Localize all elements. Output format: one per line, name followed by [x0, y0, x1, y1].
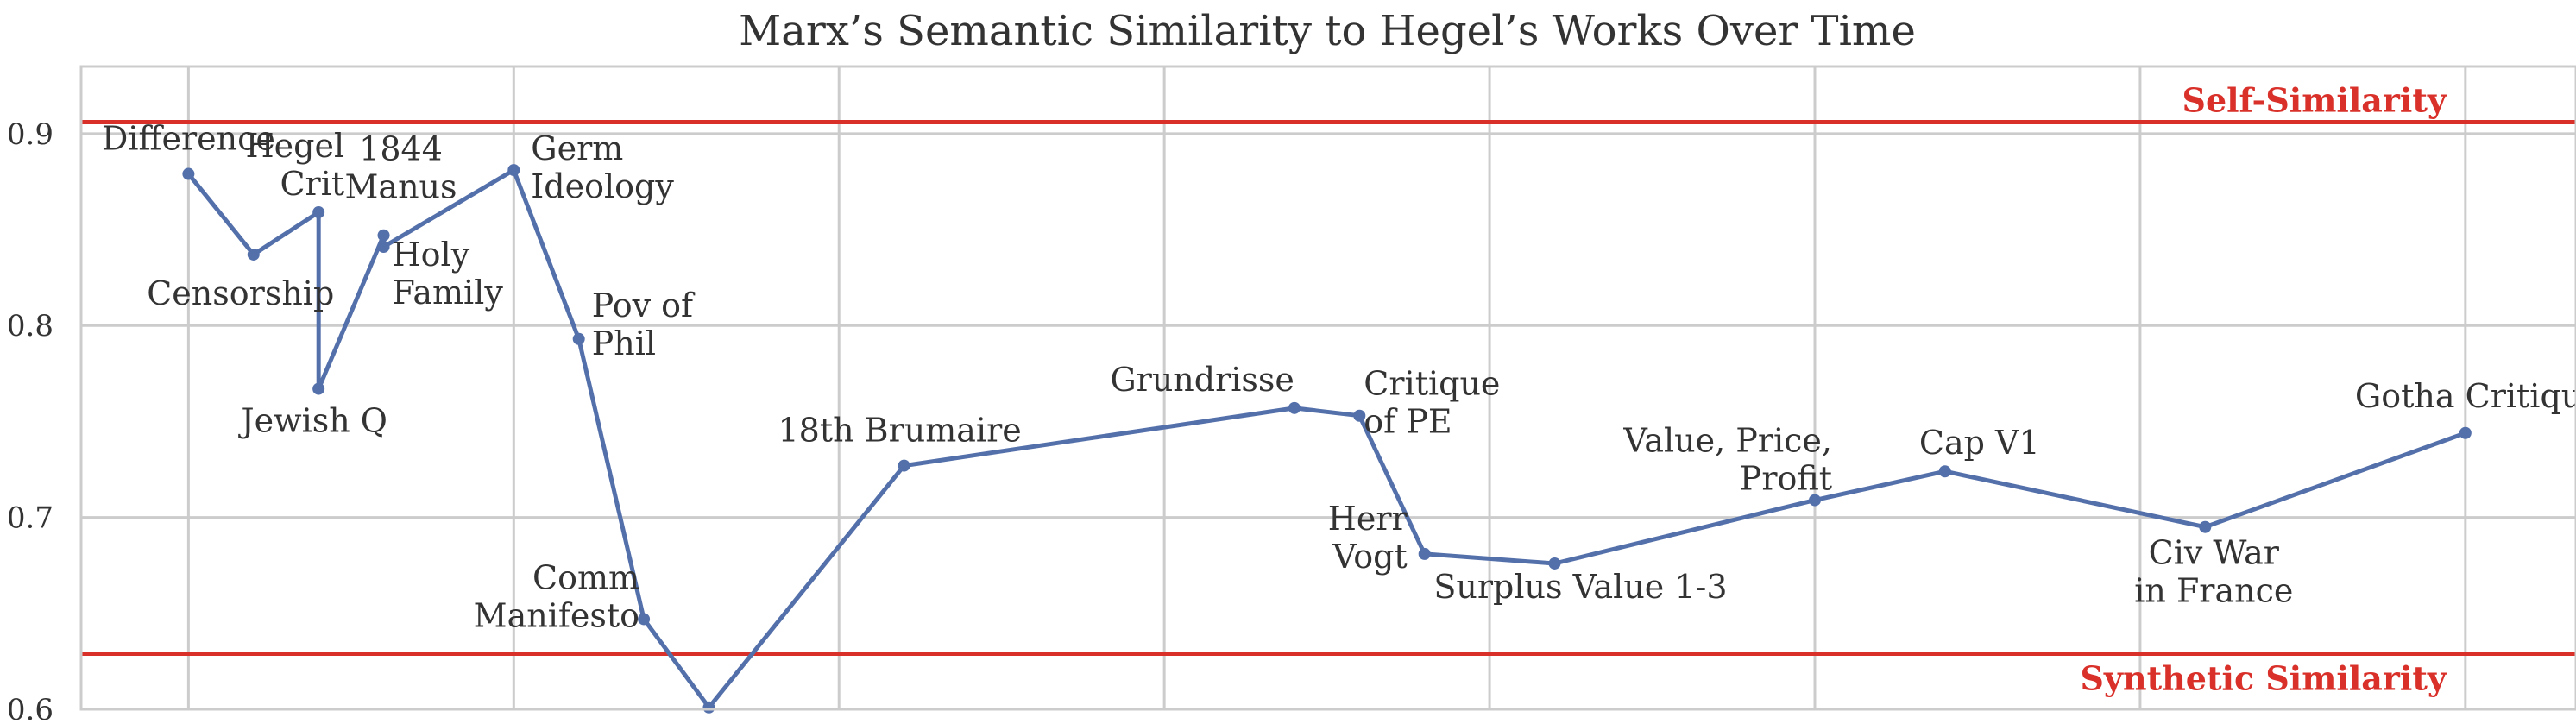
grid	[81, 66, 2576, 711]
y-tick-label: 0.8	[7, 309, 54, 343]
data-point-label: Surplus Value 1-3	[1433, 568, 1727, 606]
point-labels: Difference Censorship Hegel Crit Jewish Q 184…	[102, 120, 2576, 635]
data-point-label: Critique of PE	[1364, 365, 1500, 441]
data-point	[1548, 557, 1561, 570]
data-point-label: Pov of Phil	[592, 286, 696, 362]
data-point	[312, 382, 325, 395]
plot-frame	[79, 65, 2576, 711]
data-point-label: Difference	[102, 120, 275, 158]
reference-line-label: Synthetic Similarity	[2080, 659, 2447, 698]
y-axis-ticks: 0.6 0.7 0.8 0.9	[7, 117, 54, 724]
data-point-label: Value, Price, Profit	[1622, 422, 1832, 498]
data-point	[2199, 520, 2212, 533]
data-point-label: Herr Vogt	[1328, 500, 1408, 576]
data-point-label: Comm Manifesto	[474, 558, 639, 634]
data-point	[312, 206, 325, 219]
data-point-label: Cap V1	[1919, 424, 2040, 462]
data-point	[1418, 547, 1431, 560]
data-point-label: Gotha Critique	[2355, 377, 2576, 415]
data-point-label: Jewish Q	[237, 402, 387, 440]
series	[182, 164, 2472, 714]
data-point	[377, 229, 390, 242]
data-point-label: Censorship	[147, 274, 334, 312]
data-point-label: Holy Family	[393, 236, 504, 312]
data-point	[1938, 465, 1951, 478]
data-point	[702, 701, 715, 714]
data-point-label: 18th Brumaire	[778, 412, 1021, 450]
data-point	[1288, 401, 1301, 414]
data-point-label: 1844 Manus	[345, 130, 457, 206]
data-point	[898, 459, 910, 472]
data-point-label: Grundrisse	[1110, 361, 1294, 399]
reference-lines: Self-Similarity Synthetic Similarity	[81, 80, 2576, 698]
reference-line-label: Self-Similarity	[2182, 80, 2447, 119]
data-point	[2459, 426, 2472, 439]
data-point	[377, 241, 390, 254]
data-point	[182, 167, 195, 180]
data-point	[507, 164, 520, 177]
data-point-label: Hegel Crit	[246, 127, 345, 203]
data-point	[638, 613, 651, 626]
y-tick-label: 0.7	[7, 501, 54, 536]
data-point	[572, 332, 585, 345]
data-point	[1353, 409, 1366, 422]
y-tick-label: 0.6	[7, 693, 54, 720]
data-point-label: Civ War in France	[2134, 534, 2293, 610]
y-tick-label: 0.9	[7, 117, 54, 152]
data-point	[247, 248, 260, 261]
data-point	[1809, 494, 1821, 507]
data-point-label: Germ Ideology	[531, 129, 674, 205]
chart-title: Marx’s Semantic Similarity to Hegel’s Wo…	[739, 7, 1916, 55]
